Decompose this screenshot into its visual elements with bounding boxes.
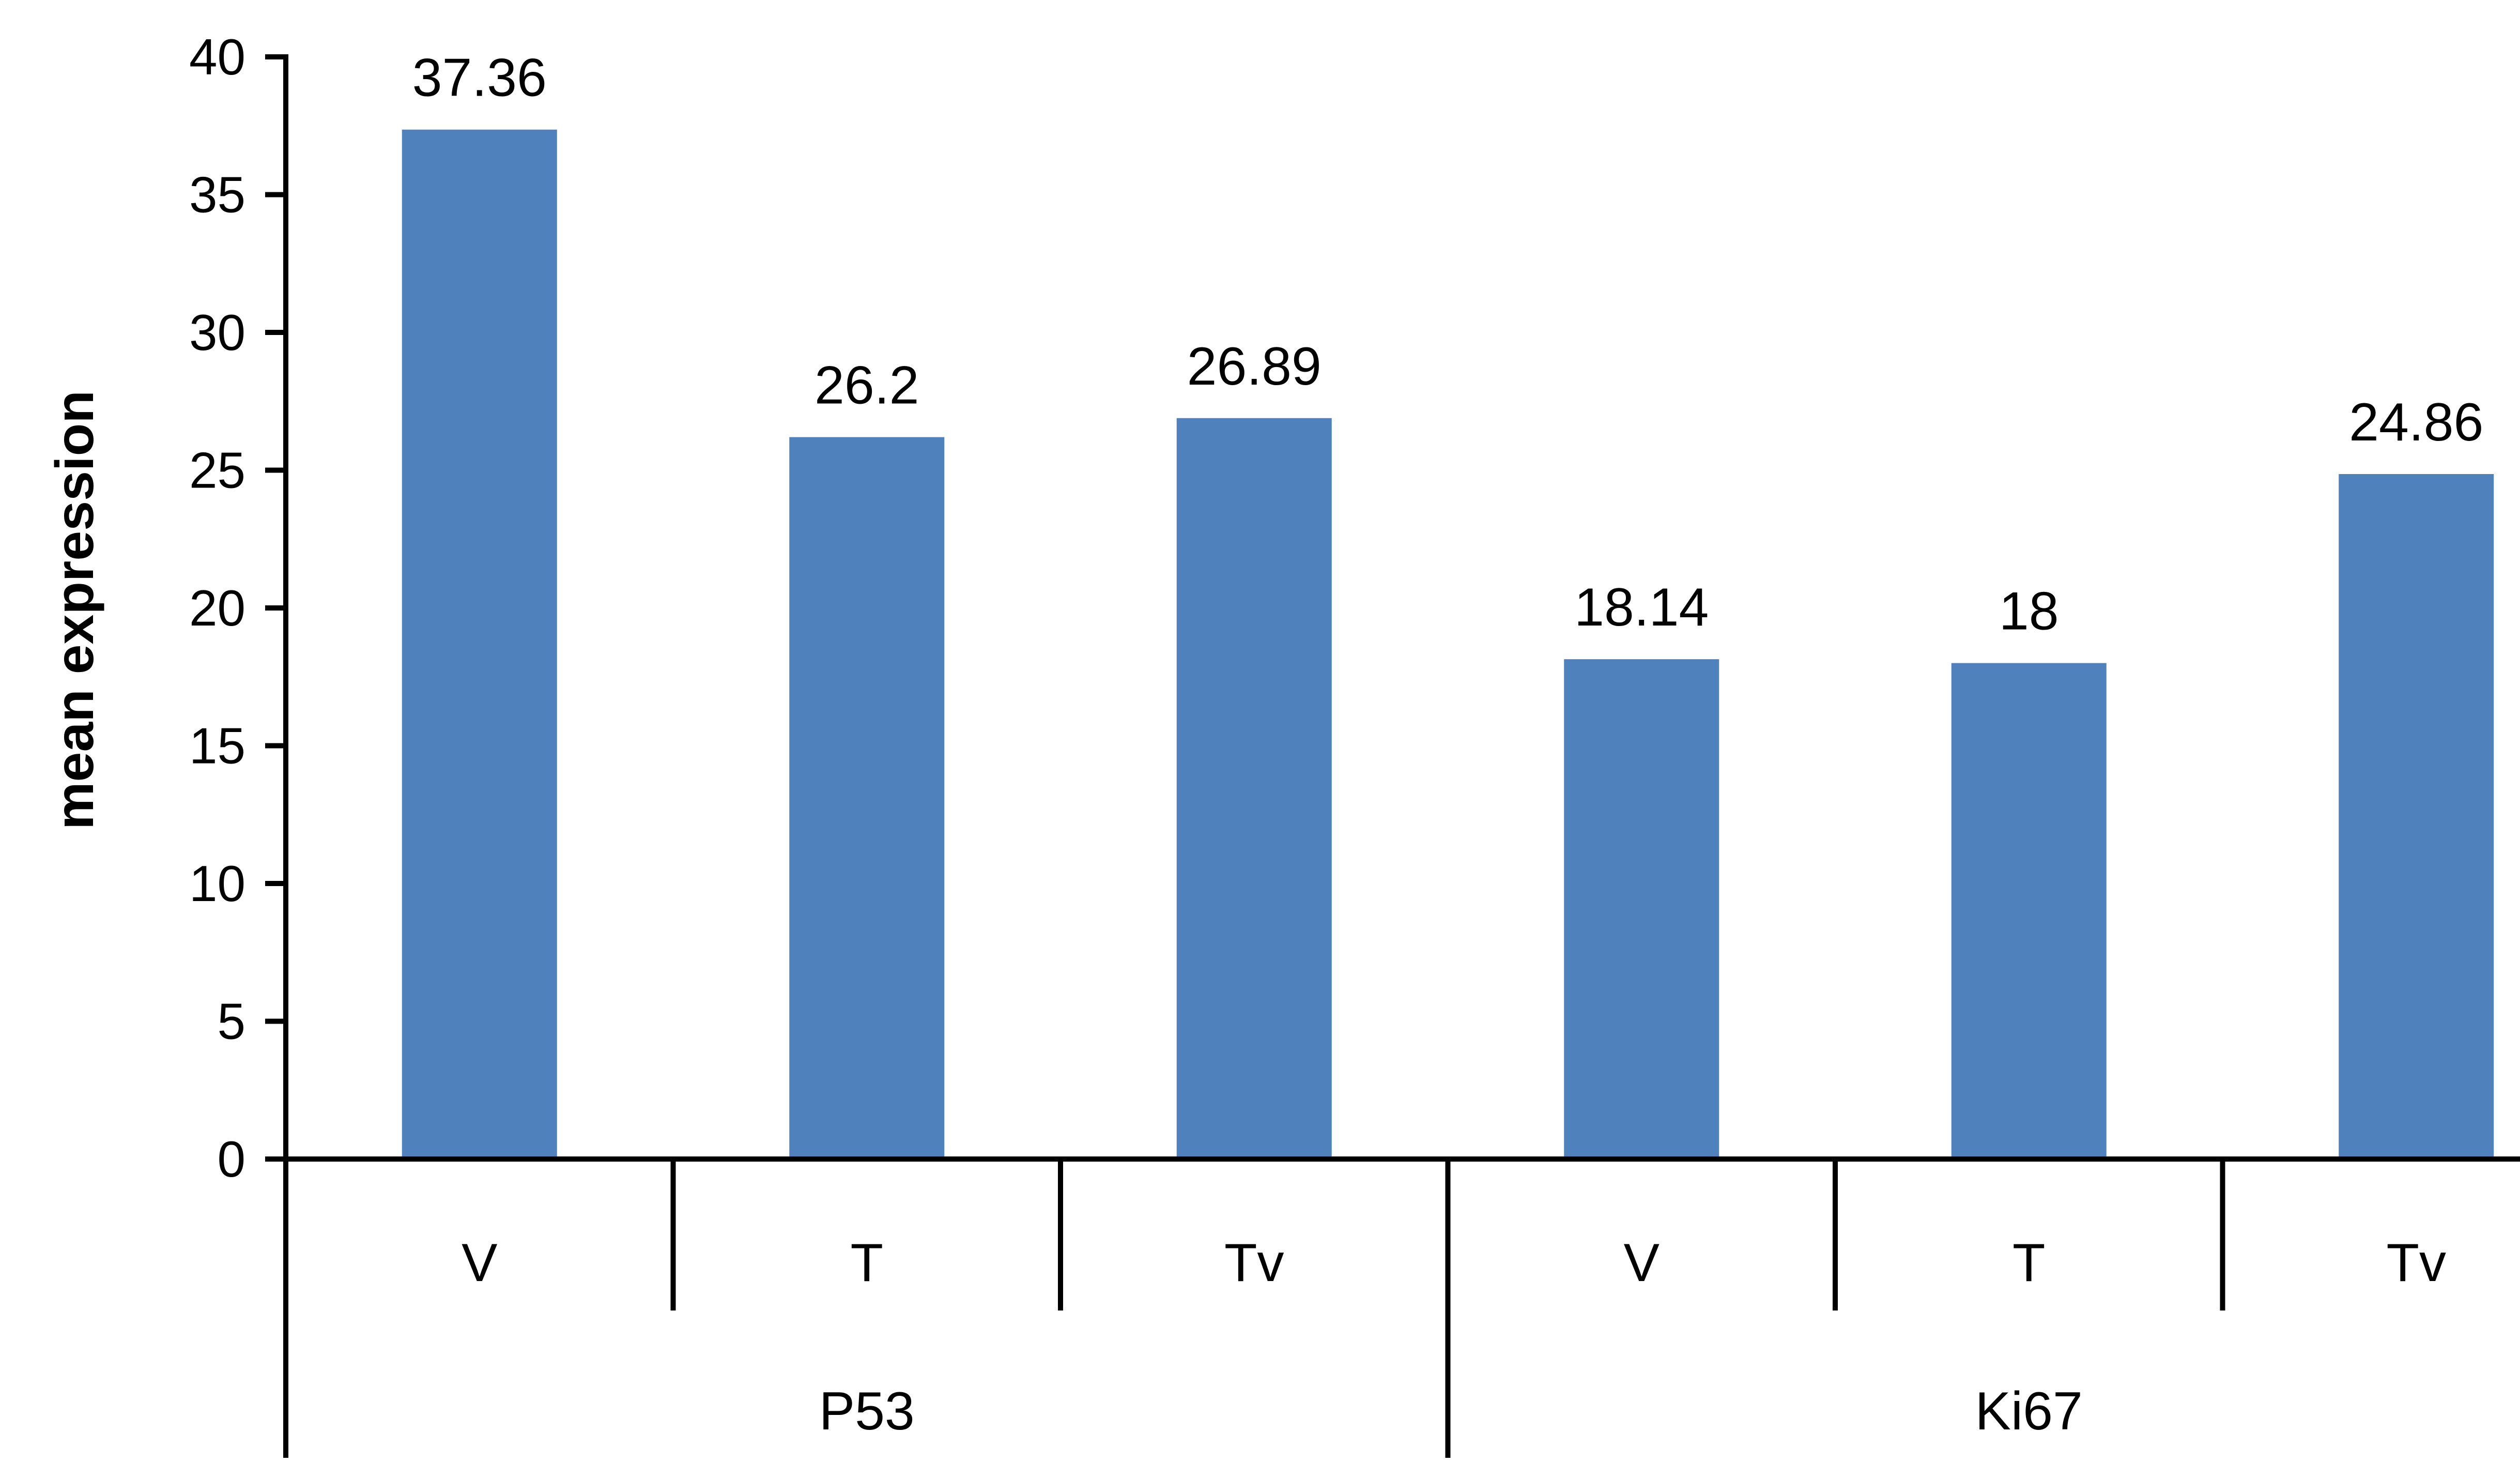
x-group-label: Ki67	[1975, 1381, 2083, 1441]
y-axis-title: mean expression	[45, 390, 105, 830]
data-labels-layer: 37.36 26.2 26.89 18.14 18 24.86	[412, 48, 2484, 642]
y-tick-label: 35	[189, 166, 245, 223]
y-tick-label: 20	[189, 580, 245, 636]
bars-layer	[402, 129, 2494, 1160]
bar-ki67-v	[1564, 659, 1719, 1159]
x-category-label: Tv	[2386, 1233, 2446, 1293]
axes-layer	[283, 54, 2520, 1458]
y-tick-label: 15	[189, 718, 245, 774]
data-label: 18	[1999, 582, 2059, 642]
data-label: 18.14	[1574, 577, 1709, 637]
data-label: 37.36	[412, 48, 547, 108]
bar-p53-t	[789, 437, 945, 1159]
x-category-label: T	[2012, 1233, 2046, 1293]
x-category-label: T	[850, 1233, 883, 1293]
y-tick-label: 10	[189, 855, 245, 912]
y-tick-label: 0	[217, 1131, 245, 1187]
bar-p53-tv	[1176, 418, 1332, 1160]
bar-ki67-t	[1951, 663, 2107, 1159]
x-group-label: P53	[819, 1381, 915, 1441]
y-tick-label: 30	[189, 304, 245, 361]
y-tick-label: 40	[189, 28, 245, 85]
bar-p53-v	[402, 129, 557, 1159]
x-category-label: V	[462, 1233, 497, 1293]
x-category-label: Tv	[1224, 1233, 1284, 1293]
y-tick-label: 25	[189, 442, 245, 499]
y-tick-label: 5	[217, 993, 245, 1050]
y-ticks-layer: 0 5 10 15 20 25 30 35 40	[189, 28, 286, 1187]
data-label: 24.86	[2349, 392, 2483, 452]
data-label: 26.2	[815, 356, 919, 416]
x-category-label: V	[1624, 1233, 1659, 1293]
data-label: 26.89	[1187, 337, 1322, 397]
bar-ki67-tv	[2339, 474, 2494, 1160]
x-categories-layer: V T Tv P53 V T Tv Ki67	[462, 1233, 2446, 1441]
